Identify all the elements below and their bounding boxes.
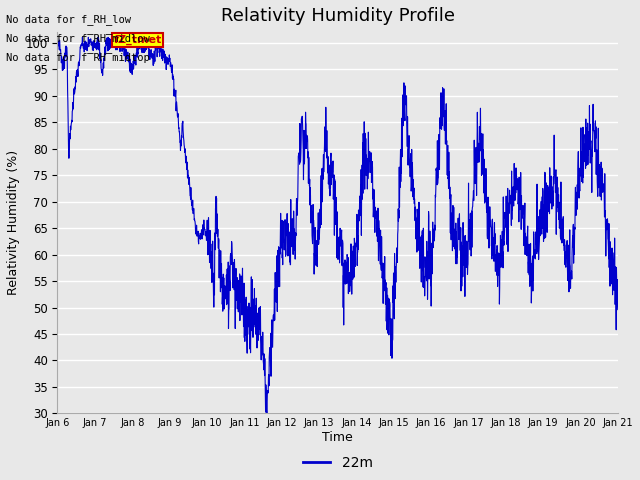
Text: fZ_tmet: fZ_tmet [113,35,162,45]
Text: No data for f_RH_low: No data for f_RH_low [6,14,131,25]
Y-axis label: Relativity Humidity (%): Relativity Humidity (%) [7,150,20,295]
Text: No data for f̅RH̅midlow: No data for f̅RH̅midlow [6,34,150,44]
X-axis label: Time: Time [322,431,353,444]
Title: Relativity Humidity Profile: Relativity Humidity Profile [221,7,454,25]
Text: No data for f̅RH̅midtop: No data for f̅RH̅midtop [6,53,150,63]
Legend: 22m: 22m [297,450,378,475]
